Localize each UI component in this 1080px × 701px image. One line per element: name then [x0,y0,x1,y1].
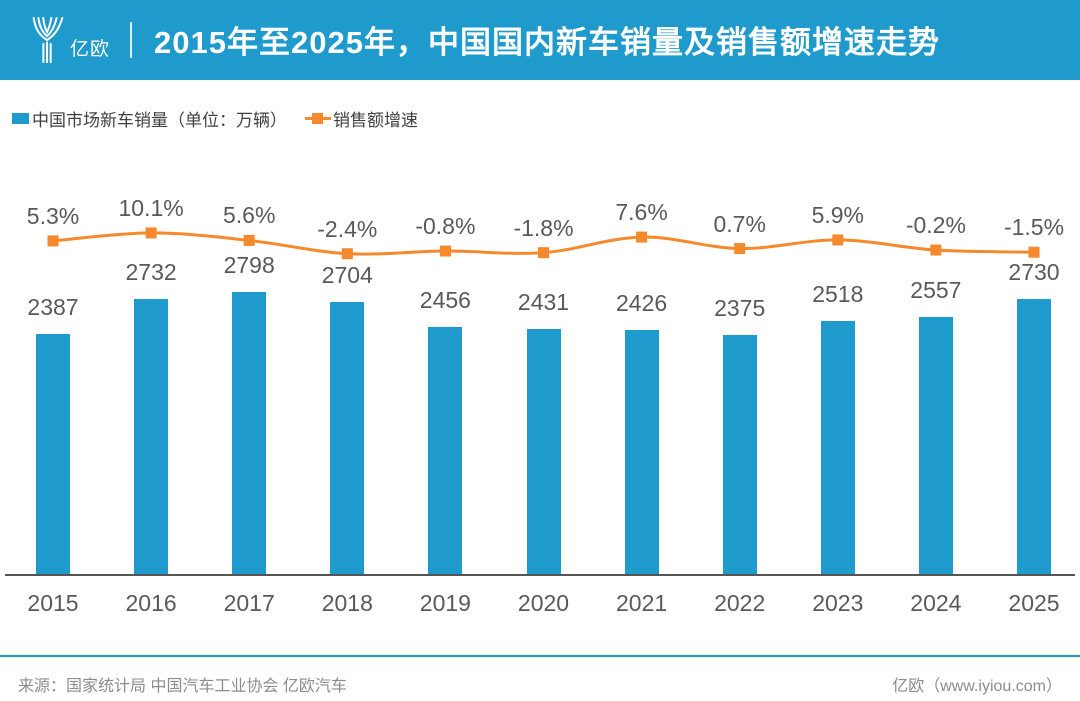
growth-line-marker [734,243,746,255]
sales-legend-swatch-icon [12,112,29,124]
bar-value-label: 2456 [419,287,471,313]
bar-2023 [820,321,855,575]
bar-value-label: 2387 [27,294,79,320]
bar-value-label: 2431 [517,289,570,315]
x-axis-label: 2016 [125,590,177,616]
x-axis-label: 2021 [616,590,668,616]
growth-line-marker [832,234,844,246]
growth-point-label: -1.8% [513,214,574,241]
growth-point-label: -0.8% [415,213,476,240]
bar-value-label: 2375 [714,295,766,321]
x-axis-line [5,574,1075,576]
footer-source-text: 来源：国家统计局 中国汽车工业协会 亿欧汽车 [18,678,347,695]
bar-value-label: 2557 [910,277,962,303]
growth-point-label: -2.4% [317,215,378,242]
bar-2015 [36,334,70,575]
growth-legend-label: 销售额增速 [333,110,418,130]
page-title: 2015年至2025年，中国国内新车销量及销售额增速走势 [154,24,940,60]
growth-point-label: 5.6% [222,202,276,229]
x-axis-label: 2019 [419,590,471,616]
bar-2017 [232,292,267,575]
x-axis-label: 2023 [812,590,864,616]
growth-point-label: -1.5% [1003,214,1065,241]
growth-line-marker [439,245,451,257]
growth-line-marker [538,247,549,259]
growth-line-marker [47,235,59,247]
growth-point-label: -0.2% [905,212,966,239]
logo-text: 亿欧 [70,38,111,60]
bar-value-label: 2704 [321,262,373,288]
legend-item-growth: 销售额增速 [305,106,418,131]
x-axis-label: 2022 [714,590,766,616]
x-axis-label: 2017 [223,590,275,616]
x-axis-label: 2018 [321,590,373,616]
bar-2022 [722,335,757,575]
footer-divider [0,655,1080,657]
footer-brand-text: 亿欧（www.iyiou.com） [892,678,1062,695]
growth-point-label: 0.7% [713,210,766,237]
bar-2018 [330,302,365,575]
bar-2019 [428,327,463,575]
bar-value-label: 2730 [1008,259,1060,285]
growth-point-label: 7.6% [615,199,668,226]
bar-2021 [624,330,659,575]
sales-legend-label: 中国市场新车销量（单位：万辆） [32,110,287,130]
legend-item-sales: 中国市场新车销量（单位：万辆） [12,106,287,131]
x-axis-label: 2020 [517,590,570,616]
bar-2016 [134,299,169,575]
chart-legend: 中国市场新车销量（单位：万辆） 销售额增速 [12,104,418,132]
bar-2020 [526,329,561,575]
growth-line-marker [1028,246,1040,258]
growth-line-marker [145,227,157,239]
bar-2025 [1017,299,1051,575]
bar-2024 [918,317,953,575]
bar-value-label: 2732 [125,259,177,285]
x-axis-label: 2025 [1008,590,1060,616]
growth-line-marker [341,248,353,260]
bar-value-label: 2426 [616,290,668,316]
bar-value-label: 2798 [223,252,275,278]
header-banner: 亿欧 2015年至2025年，中国国内新车销量及销售额增速走势 [0,0,1080,80]
growth-point-label: 5.3% [26,202,80,229]
x-axis-label: 2015 [27,590,79,616]
growth-line-marker [930,244,942,256]
banner-divider [130,22,133,58]
growth-point-label: 5.9% [811,201,865,228]
growth-legend-line-icon [305,112,331,124]
iyiou-logo-icon [32,16,64,64]
growth-line-marker [636,231,648,243]
growth-line-marker [243,234,255,246]
bar-value-label: 2518 [812,281,864,307]
x-axis-label: 2024 [910,590,962,616]
iyiou-logo: 亿欧 [30,16,110,64]
growth-point-label: 10.1% [118,194,184,221]
